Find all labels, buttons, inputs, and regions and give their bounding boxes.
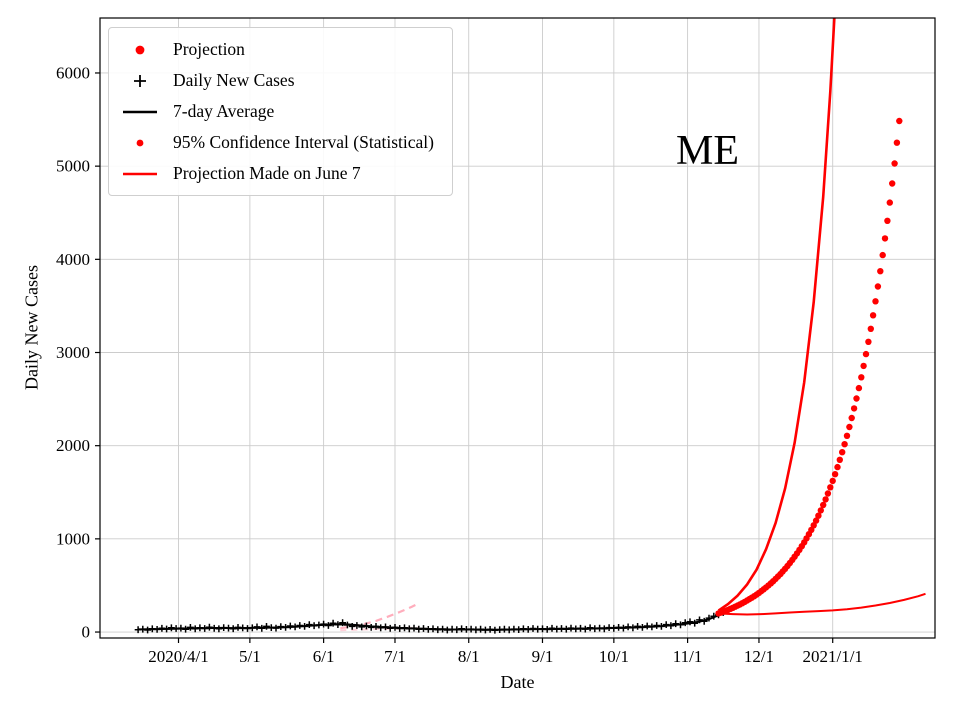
y-axis-label: Daily New Cases: [21, 265, 42, 390]
legend-item-projection-june7: Projection Made on June 7: [117, 160, 434, 187]
y-tick-label: 3000: [56, 343, 90, 362]
x-tick-label: 5/1: [239, 647, 261, 666]
y-tick-label: 0: [82, 623, 91, 642]
x-tick-label: 9/1: [532, 647, 554, 666]
x-tick-label: 2021/1/1: [802, 647, 862, 666]
ci-lower-line: [718, 592, 926, 616]
series-layer: [134, 18, 926, 634]
x-tick-label: 12/1: [744, 647, 774, 666]
legend-label: Projection Made on June 7: [173, 163, 361, 183]
legend-label: Projection: [173, 39, 245, 59]
june7-projection-lower-line: [340, 626, 419, 632]
y-tick-label: 1000: [56, 529, 90, 548]
confidence-interval-dot-marker-icon: [117, 135, 163, 151]
axis-ticks: [95, 72, 834, 643]
legend-label: Daily New Cases: [173, 70, 295, 90]
y-tick-label: 5000: [56, 157, 90, 176]
seven-day-average-line: [138, 614, 719, 631]
projection-dots: [715, 117, 903, 617]
x-tick-label: 2020/4/1: [148, 647, 208, 666]
legend-label: 95% Confidence Interval (Statistical): [173, 132, 434, 152]
y-tick-label: 4000: [56, 250, 90, 269]
plot-border: [99, 17, 936, 639]
x-tick-label: 6/1: [313, 647, 335, 666]
legend-item-confidence-interval: 95% Confidence Interval (Statistical): [117, 129, 434, 156]
x-tick-label: 10/1: [599, 647, 629, 666]
x-tick-label: 11/1: [673, 647, 703, 666]
projection-dot-marker-icon: [117, 42, 163, 58]
seven-day-average-line-marker-icon: [117, 104, 163, 120]
legend-label: 7-day Average: [173, 101, 275, 121]
y-tick-label: 6000: [56, 63, 90, 82]
y-tick-label: 2000: [56, 436, 90, 455]
legend-item-projection: Projection: [117, 36, 434, 63]
x-axis-label: Date: [500, 672, 535, 692]
state-annotation: ME: [676, 128, 739, 174]
tick-labels: 2020/4/1 5/1 6/1 7/1 8/1 9/1 10/1 11/1 12/1 2021/…: [56, 63, 863, 666]
daily-new-cases-plus-marker-icon: [117, 73, 163, 89]
legend-item-daily-new-cases: Daily New Cases: [117, 67, 434, 94]
legend-item-seven-day-average: 7-day Average: [117, 98, 434, 125]
legend: Projection Daily New Cases 7-day Average 95…: [108, 27, 453, 196]
x-tick-label: 7/1: [384, 647, 406, 666]
projection-june7-line-marker-icon: [117, 166, 163, 182]
x-tick-label: 8/1: [458, 647, 480, 666]
ci-upper-line: [717, 18, 836, 612]
